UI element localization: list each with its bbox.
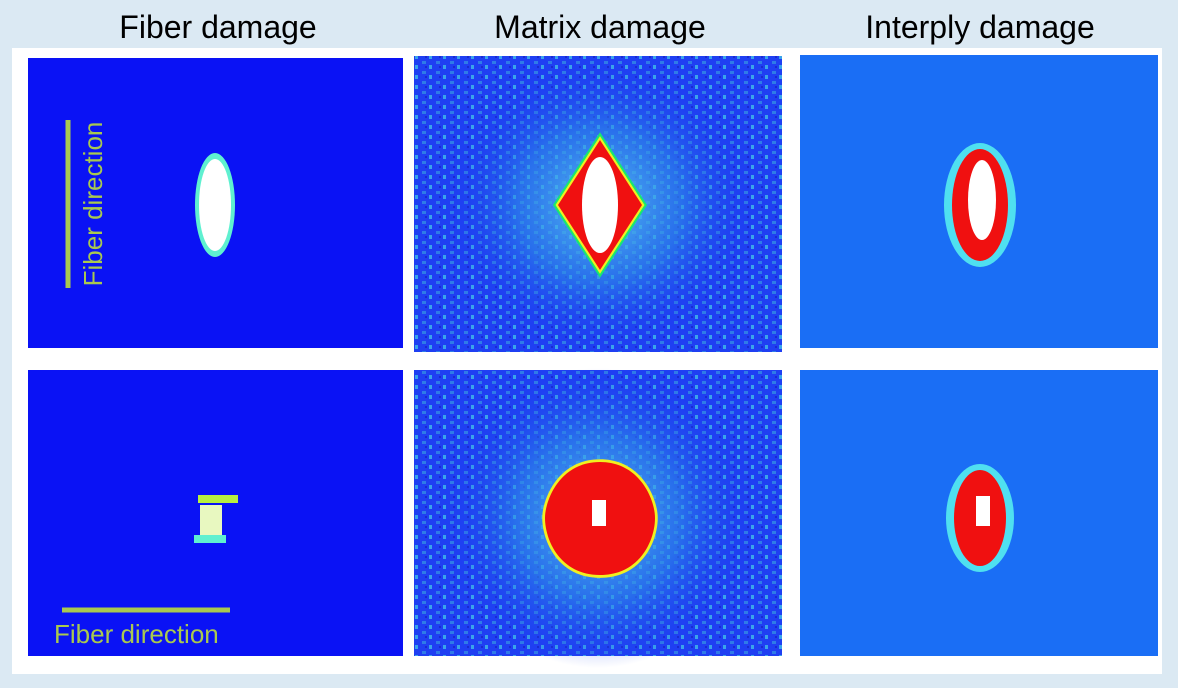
panel-interply-2 [800,370,1158,656]
panel-fiber-2 [28,370,403,656]
column-header: Matrix damage [494,9,706,45]
panel-matrix-2 [414,368,782,668]
panel-interply-1 [800,55,1158,348]
annotation: Fiber direction [78,122,108,287]
panel-matrix-1 [414,56,782,352]
column-header: Fiber damage [119,9,316,45]
annotation: Fiber direction [54,619,219,649]
column-header: Interply damage [865,9,1094,45]
panel-fiber-1 [28,58,403,348]
